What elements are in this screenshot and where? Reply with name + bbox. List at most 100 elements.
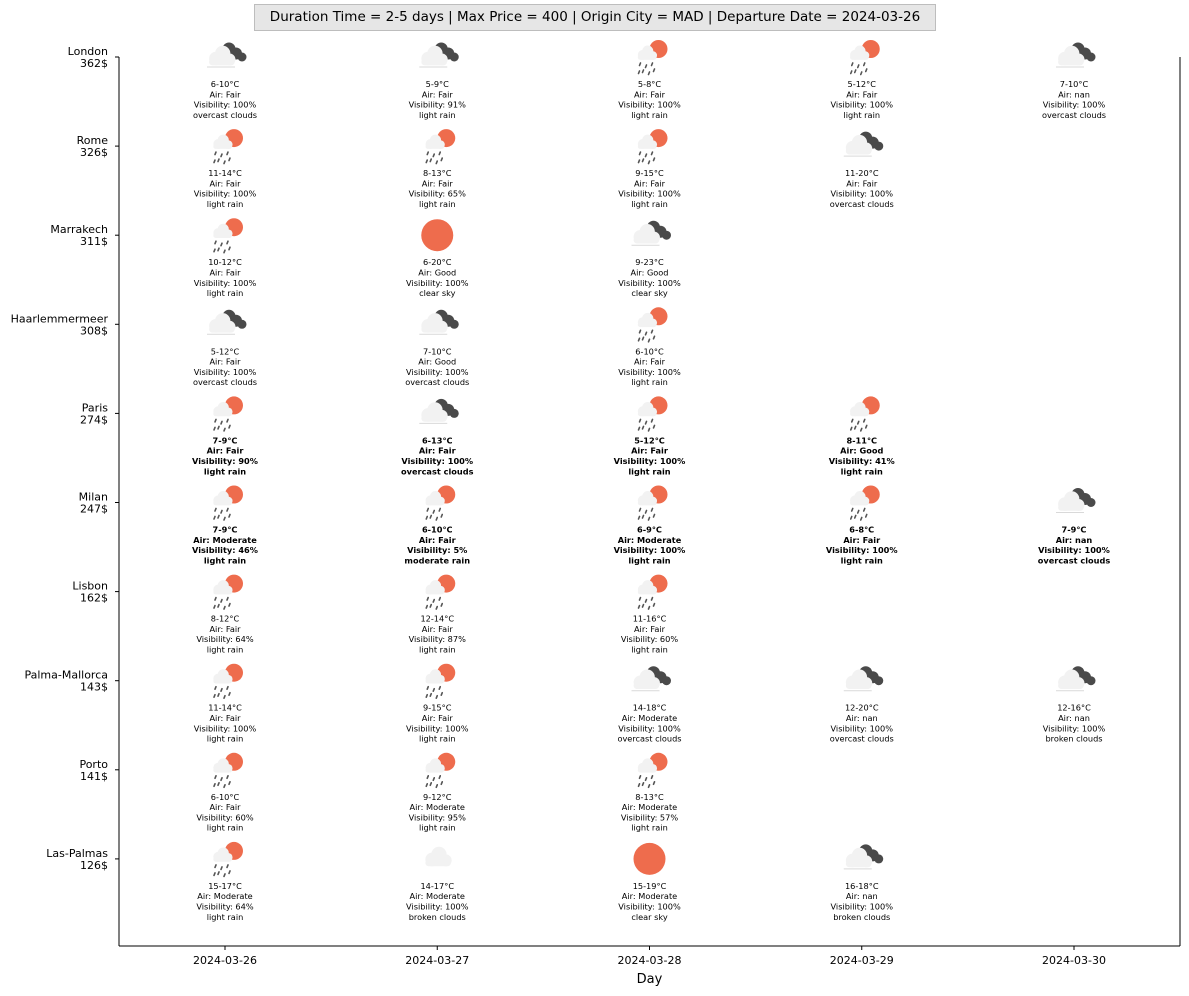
description-label: overcast clouds — [830, 199, 894, 209]
air-quality-label: Air: Fair — [422, 624, 454, 634]
description-label: light rain — [207, 288, 244, 298]
temperature-label: 9-15°C — [635, 168, 664, 178]
description-label: overcast clouds — [1042, 110, 1106, 120]
sun-icon — [421, 219, 454, 252]
dark-cloud-icon — [434, 309, 459, 329]
description-label: light rain — [631, 645, 668, 655]
x-tick-label: 2024-03-30 — [1042, 954, 1106, 967]
cloud-icon — [1058, 491, 1085, 511]
visibility-label: Visibility: 41% — [829, 456, 895, 466]
cloud-icon — [1058, 669, 1085, 690]
air-quality-label: Air: Moderate — [193, 535, 257, 545]
weather-icon — [849, 396, 880, 432]
weather-icon — [207, 309, 247, 335]
air-quality-label: Air: Fair — [207, 446, 245, 456]
weather-icon — [843, 844, 884, 870]
visibility-label: Visibility: 100% — [618, 723, 681, 733]
temperature-label: 7-9°C — [213, 525, 238, 535]
cloud-icon — [425, 758, 445, 773]
weather-icon — [419, 42, 459, 68]
weather-icon — [631, 220, 671, 246]
rain-drops-icon — [637, 151, 656, 165]
temperature-label: 11-16°C — [633, 614, 667, 624]
temperature-label: 7-10°C — [1060, 79, 1089, 89]
temperature-label: 12-14°C — [420, 614, 454, 624]
description-label: broken clouds — [1045, 734, 1102, 744]
cloud-icon — [637, 134, 658, 149]
air-quality-label: Air: Fair — [422, 178, 454, 188]
weather-icon — [213, 396, 243, 432]
city-name-label: Haarlemmermeer — [11, 312, 109, 325]
temperature-label: 9-15°C — [423, 703, 452, 713]
description-label: light rain — [841, 555, 883, 565]
air-quality-label: Air: Fair — [209, 357, 241, 367]
temperature-label: 14-17°C — [420, 881, 454, 891]
description-label: clear sky — [631, 912, 668, 922]
visibility-label: Visibility: 5% — [407, 545, 467, 555]
cloud-icon — [637, 758, 658, 773]
description-label: light rain — [841, 466, 883, 476]
air-quality-label: Air: Fair — [419, 446, 457, 456]
air-quality-label: Air: nan — [846, 891, 878, 901]
air-quality-label: Air: Good — [418, 268, 456, 278]
city-name-label: Milan — [79, 491, 108, 504]
air-quality-label: Air: Fair — [631, 446, 669, 456]
temperature-label: 6-10°C — [422, 525, 453, 535]
rain-drops-icon — [213, 864, 231, 878]
rain-drops-icon — [425, 151, 444, 165]
weather-icon — [637, 485, 668, 521]
rain-drops-icon — [213, 596, 231, 610]
description-label: light rain — [207, 199, 244, 209]
weather-icon — [1056, 488, 1096, 513]
visibility-label: Visibility: 100% — [831, 902, 894, 912]
cloud-icon — [425, 491, 445, 506]
visibility-label: Visibility: 100% — [401, 456, 473, 466]
description-label: light rain — [204, 555, 246, 565]
air-quality-label: Air: Moderate — [622, 713, 677, 723]
rain-drops-icon — [637, 418, 656, 432]
weather-icon — [1056, 42, 1096, 68]
visibility-label: Visibility: 87% — [409, 634, 466, 644]
description-label: light rain — [843, 110, 880, 120]
weather-icon — [633, 842, 666, 875]
visibility-label: Visibility: 100% — [194, 189, 257, 199]
weather-icon — [425, 846, 452, 867]
description-label: overcast clouds — [617, 734, 681, 744]
temperature-label: 7-9°C — [1062, 525, 1087, 535]
air-quality-label: Air: Fair — [209, 713, 241, 723]
visibility-label: Visibility: 100% — [831, 189, 894, 199]
visibility-label: Visibility: 100% — [406, 278, 469, 288]
cloud-icon — [421, 313, 448, 333]
visibility-label: Visibility: 100% — [1043, 723, 1106, 733]
rain-drops-icon — [213, 507, 231, 521]
cloud-icon — [637, 401, 658, 417]
air-quality-label: Air: Fair — [209, 89, 241, 99]
weather-icon — [213, 663, 243, 700]
temperature-label: 12-20°C — [845, 703, 879, 713]
description-label: broken clouds — [833, 912, 890, 922]
cloud-icon — [637, 580, 658, 595]
cloud-icon — [213, 758, 233, 773]
visibility-label: Visibility: 100% — [614, 545, 686, 555]
description-label: broken clouds — [409, 912, 466, 922]
